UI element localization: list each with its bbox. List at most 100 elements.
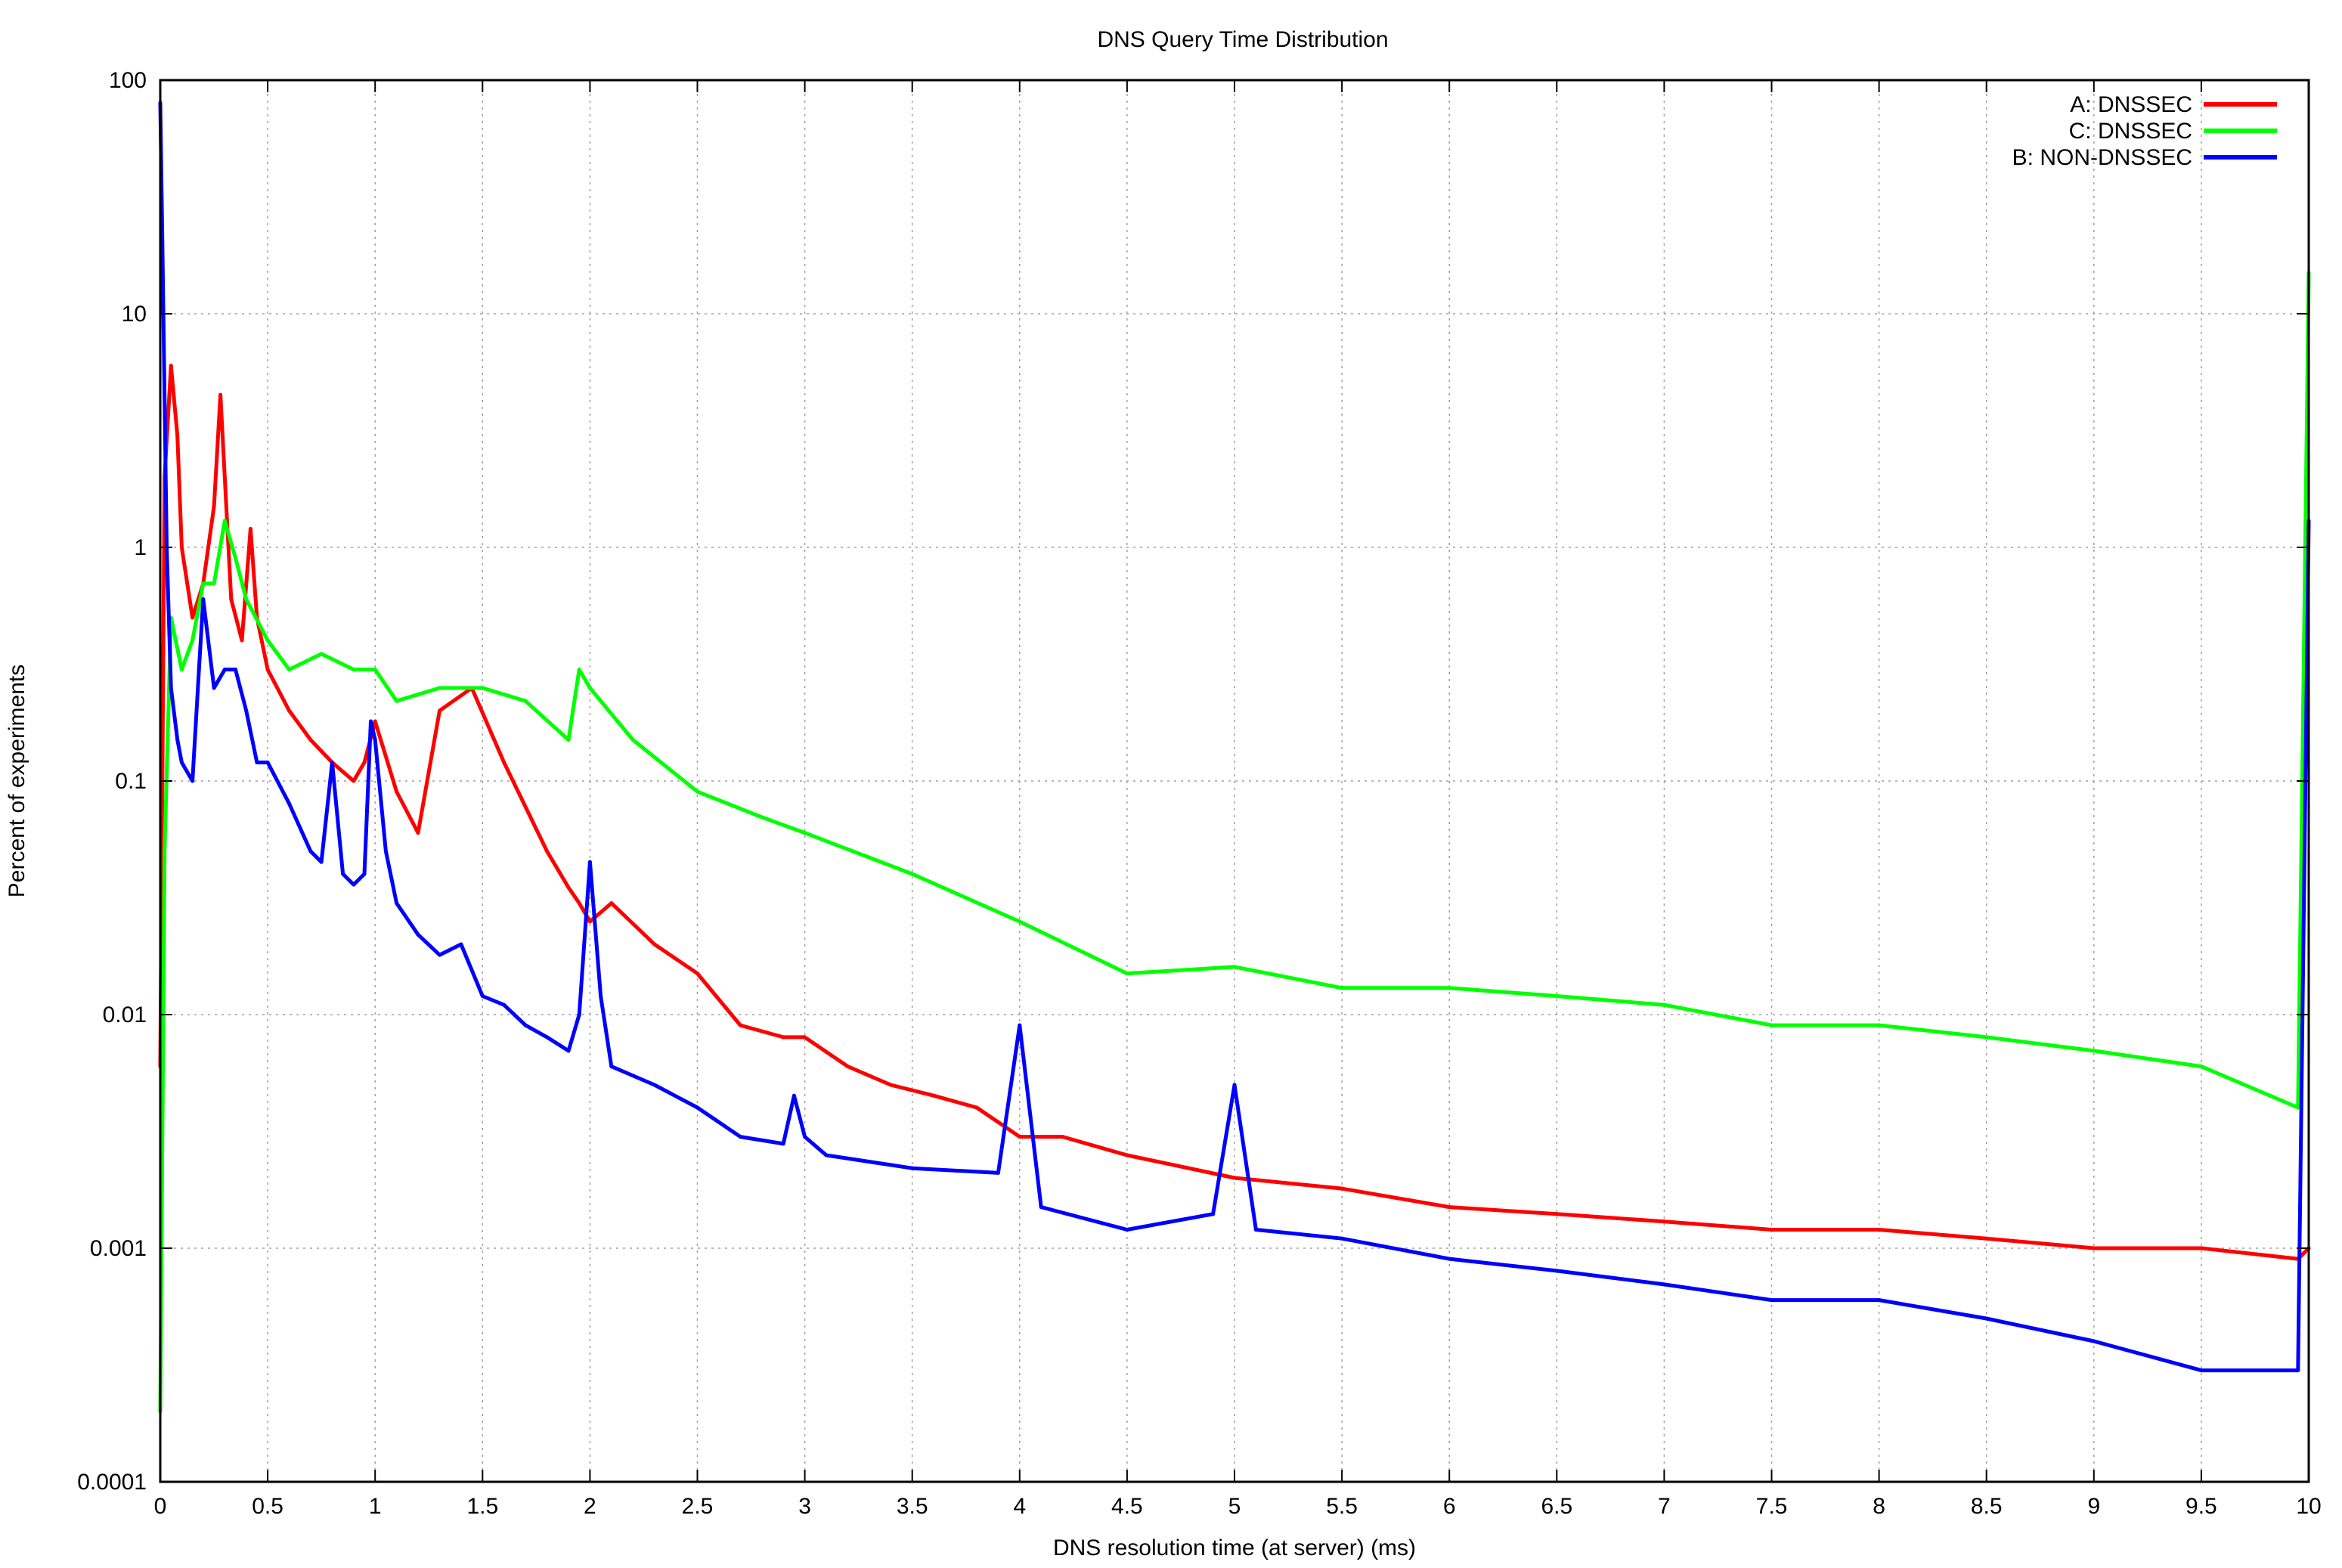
data-point-a-dnssec: [416, 831, 420, 835]
y-tick-label: 100: [109, 68, 147, 93]
data-point-a-dnssec: [218, 392, 223, 397]
data-point-b-non-dnssec: [792, 1093, 796, 1098]
data-point-c-dnssec: [201, 581, 206, 586]
data-point-b-non-dnssec: [1447, 1257, 1451, 1261]
data-point-c-dnssec: [1984, 1035, 1989, 1040]
data-point-a-dnssec: [191, 615, 195, 620]
data-point-b-non-dnssec: [438, 953, 441, 957]
data-point-c-dnssec: [577, 668, 581, 672]
data-point-b-non-dnssec: [362, 872, 367, 876]
data-point-c-dnssec: [1447, 986, 1451, 990]
y-tick-label: 10: [122, 302, 147, 327]
data-point-a-dnssec: [974, 1105, 979, 1110]
data-point-b-non-dnssec: [480, 994, 485, 998]
data-point-b-non-dnssec: [781, 1142, 785, 1146]
data-point-a-dnssec: [1018, 1135, 1022, 1139]
legend-label: C: DNSSEC: [2069, 119, 2192, 144]
data-point-a-dnssec: [545, 849, 550, 854]
data-point-b-non-dnssec: [169, 686, 173, 690]
data-point-a-dnssec: [287, 708, 291, 713]
x-tick-label: 5: [1228, 1494, 1241, 1519]
ticks: 0 0.5 1 1.5 2 2.5 3 3.5 4 4.5 5 5.5 6 6.5 7 7.5 8 8.5 9 9.5…: [77, 68, 2321, 1519]
data-point-a-dnssec: [1662, 1219, 1666, 1224]
data-point-c-dnssec: [630, 738, 635, 742]
data-point-c-dnssec: [480, 686, 485, 690]
data-point-a-dnssec: [609, 901, 614, 906]
legend-label: B: NON-DNSSEC: [2012, 145, 2192, 170]
data-point-a-dnssec: [265, 668, 270, 672]
chart-title: DNS Query Time Distribution: [1097, 27, 1388, 52]
data-point-b-non-dnssec: [201, 597, 206, 602]
data-point-a-dnssec: [738, 1023, 742, 1027]
legend-label: A: DNSSEC: [2070, 92, 2192, 117]
x-tick-label: 4: [1013, 1494, 1026, 1519]
x-tick-label: 8.5: [1971, 1494, 2003, 1519]
data-point-c-dnssec: [1125, 971, 1129, 976]
data-point-b-non-dnssec: [1018, 1023, 1022, 1027]
data-point-c-dnssec: [1018, 919, 1022, 924]
data-point-a-dnssec: [845, 1064, 850, 1069]
data-point-b-non-dnssec: [265, 761, 270, 764]
x-tick-label: 6: [1443, 1494, 1456, 1519]
data-point-b-non-dnssec: [1662, 1282, 1666, 1287]
data-point-c-dnssec: [395, 699, 399, 703]
data-point-a-dnssec: [212, 504, 216, 509]
data-point-c-dnssec: [523, 699, 528, 703]
data-point-b-non-dnssec: [308, 849, 313, 854]
data-point-b-non-dnssec: [1554, 1269, 1559, 1273]
data-point-b-non-dnssec: [373, 738, 377, 742]
x-tick-label: 9.5: [2186, 1494, 2217, 1519]
y-tick-label: 1: [134, 535, 147, 560]
x-tick-label: 0: [154, 1494, 167, 1519]
series-line-b-non-dnssec: [158, 102, 2311, 1373]
data-point-b-non-dnssec: [160, 241, 165, 246]
data-point-b-non-dnssec: [1039, 1205, 1043, 1210]
data-point-a-dnssec: [240, 638, 244, 643]
data-point-c-dnssec: [2092, 1049, 2096, 1053]
data-point-b-non-dnssec: [1770, 1298, 1774, 1303]
data-point-a-dnssec: [438, 708, 441, 713]
data-point-b-non-dnssec: [191, 779, 195, 783]
data-point-a-dnssec: [1877, 1228, 1882, 1232]
data-point-c-dnssec: [179, 668, 184, 672]
data-point-c-dnssec: [244, 597, 249, 602]
data-point-a-dnssec: [1984, 1236, 1989, 1241]
x-tick-label: 4.5: [1111, 1494, 1143, 1519]
data-point-b-non-dnssec: [599, 994, 603, 998]
data-point-a-dnssec: [175, 434, 180, 438]
data-point-b-non-dnssec: [1253, 1228, 1258, 1232]
x-tick-label: 10: [2296, 1494, 2321, 1519]
data-point-b-non-dnssec: [287, 801, 291, 806]
data-point-c-dnssec: [760, 815, 764, 820]
data-point-a-dnssec: [566, 885, 571, 890]
data-point-b-non-dnssec: [255, 761, 259, 764]
x-tick-label: 2.5: [682, 1494, 714, 1519]
data-point-b-non-dnssec: [2092, 1339, 2096, 1343]
data-point-a-dnssec: [888, 1083, 893, 1087]
data-point-a-dnssec: [1125, 1153, 1129, 1157]
data-point-b-non-dnssec: [175, 738, 180, 742]
y-tick-label: 0.0001: [77, 1470, 147, 1495]
data-point-b-non-dnssec: [1340, 1236, 1344, 1241]
x-axis-label: DNS resolution time (at server) (ms): [1053, 1535, 1416, 1560]
data-point-b-non-dnssec: [244, 708, 249, 713]
data-point-b-non-dnssec: [523, 1023, 528, 1027]
data-point-a-dnssec: [781, 1035, 785, 1040]
data-point-a-dnssec: [362, 761, 367, 764]
data-point-b-non-dnssec: [319, 860, 324, 864]
data-point-b-non-dnssec: [1211, 1212, 1216, 1216]
data-point-a-dnssec: [2092, 1246, 2096, 1250]
data-point-a-dnssec: [931, 1093, 936, 1098]
data-point-b-non-dnssec: [566, 1049, 571, 1053]
data-point-c-dnssec: [1340, 986, 1344, 990]
data-point-a-dnssec: [1061, 1135, 1065, 1139]
data-point-b-non-dnssec: [222, 668, 227, 672]
x-tick-label: 3: [798, 1494, 811, 1519]
data-point-b-non-dnssec: [824, 1153, 829, 1157]
data-point-b-non-dnssec: [1125, 1228, 1129, 1232]
data-point-a-dnssec: [652, 942, 657, 947]
data-point-c-dnssec: [1554, 994, 1559, 998]
y-tick-label: 0.001: [90, 1236, 147, 1261]
data-point-b-non-dnssec: [1232, 1083, 1237, 1087]
data-point-b-non-dnssec: [352, 882, 356, 887]
